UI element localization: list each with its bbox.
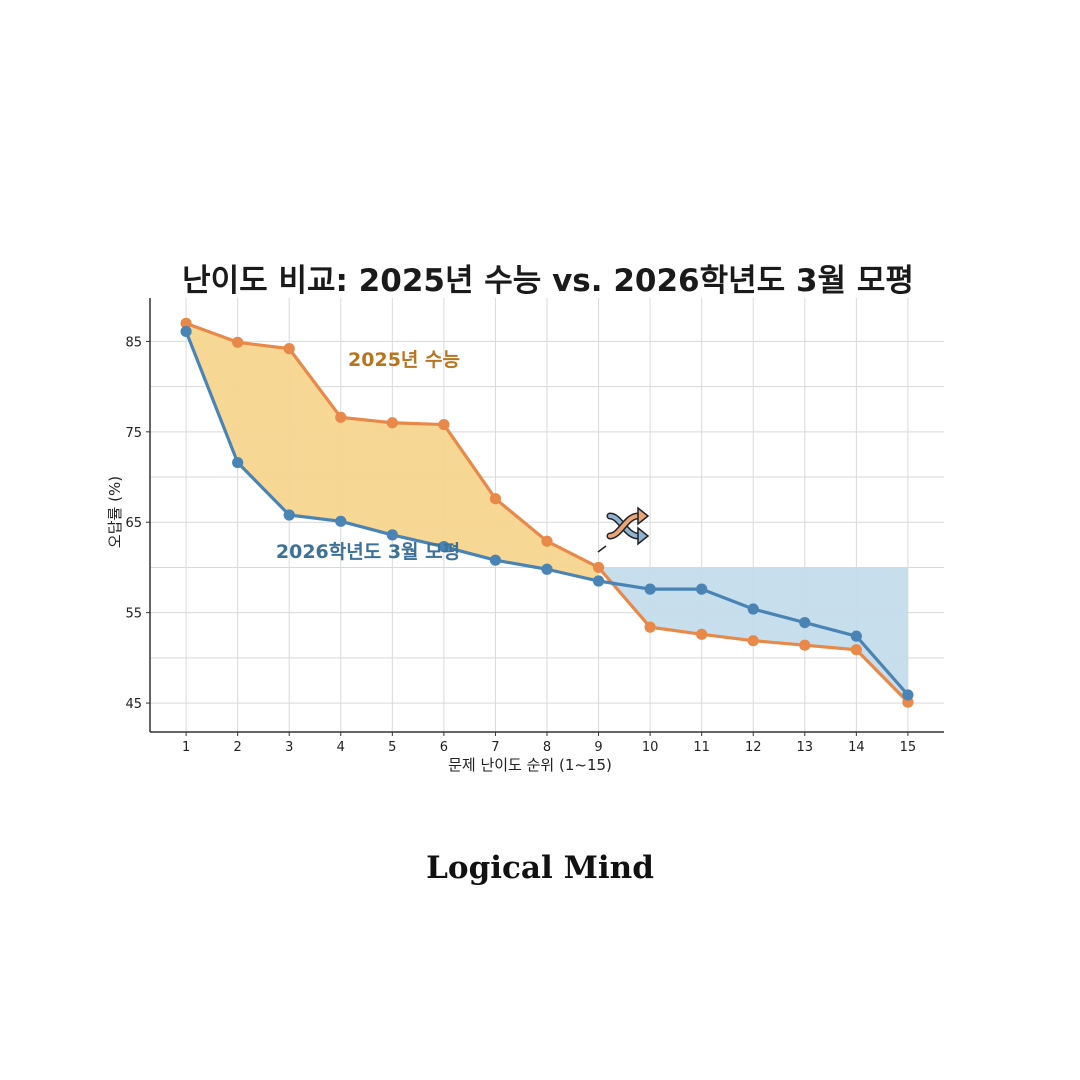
- data-point-0: [850, 644, 862, 656]
- data-point-0: [232, 336, 244, 348]
- data-point-1: [283, 509, 295, 521]
- y-tick-label: 55: [125, 607, 142, 622]
- data-point-0: [335, 411, 347, 423]
- x-tick-label: 6: [440, 740, 448, 755]
- data-point-1: [644, 583, 656, 595]
- shuffle-icon: [597, 506, 650, 553]
- data-point-1: [850, 630, 862, 642]
- x-tick-label: 8: [543, 740, 551, 755]
- data-point-1: [180, 325, 192, 338]
- data-point-0: [592, 561, 605, 574]
- data-point-1: [489, 554, 502, 566]
- x-tick-label: 2: [234, 740, 242, 755]
- data-point-0: [799, 639, 811, 651]
- data-point-1: [747, 603, 759, 615]
- grid: [150, 298, 944, 732]
- data-point-1: [592, 575, 605, 587]
- x-tick-label: 12: [745, 740, 762, 755]
- x-tick-label: 13: [797, 740, 814, 755]
- data-point-1: [335, 515, 347, 527]
- data-point-0: [386, 417, 398, 429]
- data-point-0: [489, 493, 502, 505]
- data-point-0: [541, 535, 553, 547]
- chart-title: 난이도 비교: 2025년 수능 vs. 2026학년도 3월 모평: [182, 263, 914, 299]
- data-point-1: [386, 529, 398, 541]
- series-label-2025: 2025년 수능: [348, 349, 460, 371]
- area-fills: [186, 323, 908, 703]
- x-tick-label: 1: [182, 740, 190, 755]
- x-tick-label: 4: [337, 740, 345, 755]
- series-points: [180, 317, 914, 708]
- data-point-0: [438, 418, 450, 431]
- x-tick-label: 10: [642, 740, 659, 755]
- axes: [146, 298, 944, 736]
- data-point-0: [747, 635, 759, 647]
- data-point-1: [541, 563, 553, 575]
- x-tick-label: 7: [491, 740, 499, 755]
- data-point-0: [696, 628, 708, 640]
- data-point-0: [644, 621, 656, 633]
- y-tick-label: 45: [125, 697, 142, 712]
- x-tick-label: 14: [848, 740, 865, 755]
- x-axis-title: 문제 난이도 순위 (1~15): [448, 756, 612, 774]
- fill-area-2026: [598, 567, 908, 703]
- y-tick-label: 85: [125, 335, 142, 350]
- x-tick-label: 5: [388, 740, 396, 755]
- data-point-1: [799, 616, 811, 629]
- data-point-0: [283, 343, 295, 355]
- data-point-1: [438, 541, 450, 553]
- data-point-1: [696, 583, 708, 595]
- y-tick-label: 75: [125, 426, 142, 441]
- series-label-2026: 2026학년도 3월 모평: [276, 541, 460, 563]
- x-tick-label: 3: [285, 740, 293, 755]
- data-point-0: [180, 317, 192, 329]
- x-tick-label: 15: [900, 740, 917, 755]
- y-tick-label: 65: [125, 516, 142, 531]
- y-axis-title: 오답률 (%): [106, 476, 124, 548]
- x-tick-label: 9: [594, 740, 602, 755]
- x-tick-label: 11: [693, 740, 710, 755]
- data-point-1: [232, 456, 244, 469]
- brand-footer: Logical Mind: [426, 850, 654, 886]
- data-point-1: [902, 689, 914, 701]
- fill-area-2025: [186, 323, 599, 582]
